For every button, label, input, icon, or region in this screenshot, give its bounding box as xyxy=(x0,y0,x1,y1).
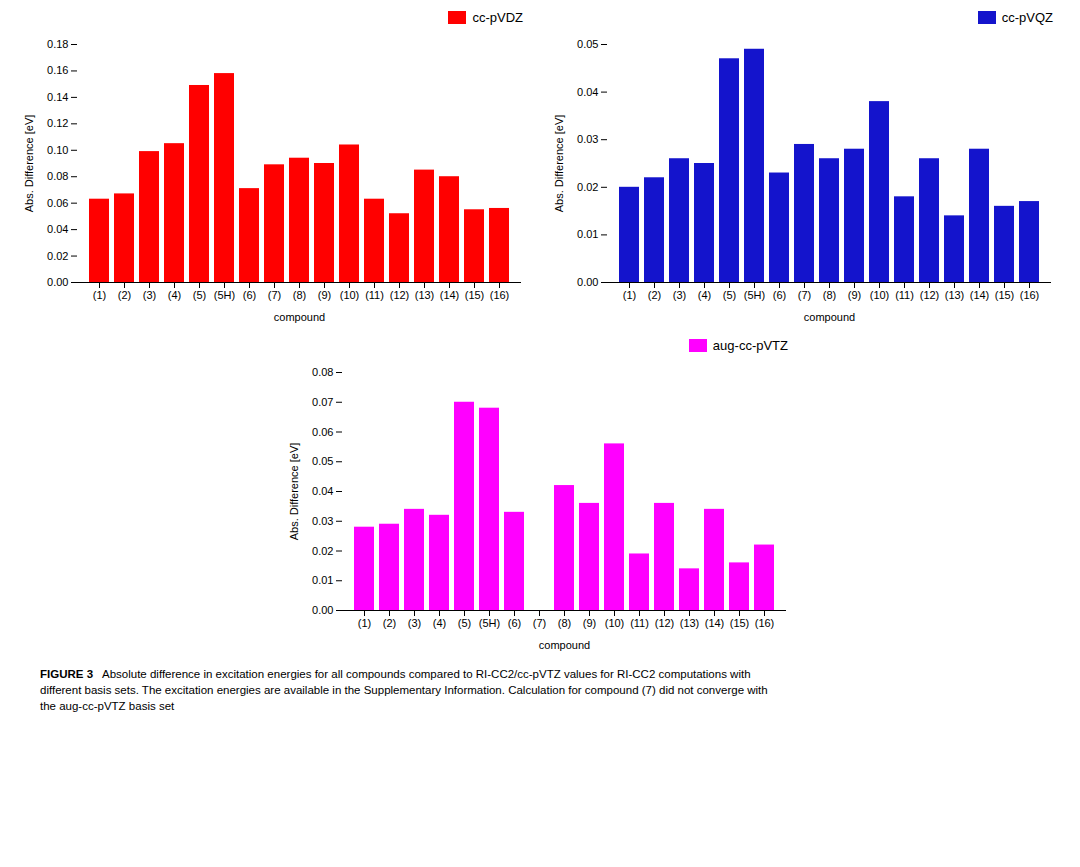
svg-text:0.04: 0.04 xyxy=(312,485,333,497)
svg-text:(13): (13) xyxy=(415,289,435,301)
svg-text:(15): (15) xyxy=(465,289,485,301)
svg-text:0.03: 0.03 xyxy=(577,133,598,145)
svg-text:(1): (1) xyxy=(623,289,636,301)
svg-text:0.07: 0.07 xyxy=(312,396,333,408)
svg-text:(12): (12) xyxy=(920,289,940,301)
svg-text:(4): (4) xyxy=(698,289,711,301)
svg-text:(13): (13) xyxy=(680,617,700,629)
svg-text:(11): (11) xyxy=(630,617,649,629)
svg-text:(11): (11) xyxy=(365,289,384,301)
svg-text:0.08: 0.08 xyxy=(312,366,333,378)
svg-text:compound: compound xyxy=(274,311,325,323)
svg-text:(2): (2) xyxy=(118,289,131,301)
html-text:FIGURE 3 Absolute difference i: FIGURE 3 Absolute difference in excitati… xyxy=(40,668,768,713)
html-text:aug-cc-pVTZ: aug-cc-pVTZ xyxy=(712,337,788,353)
html-text:cc-pVDZ: cc-pVDZ xyxy=(472,9,523,25)
svg-text:Abs. Difference [eV]: Abs. Difference [eV] xyxy=(553,115,565,213)
svg-text:(5H): (5H) xyxy=(744,289,765,301)
svg-text:(9): (9) xyxy=(583,617,596,629)
svg-text:(9): (9) xyxy=(848,289,861,301)
svg-text:(5H): (5H) xyxy=(479,617,500,629)
svg-text:(14): (14) xyxy=(970,289,990,301)
svg-text:0.00: 0.00 xyxy=(312,604,333,616)
svg-text:compound: compound xyxy=(804,311,855,323)
svg-text:0.01: 0.01 xyxy=(577,228,598,240)
svg-text:0.18: 0.18 xyxy=(47,38,68,50)
svg-text:(7): (7) xyxy=(268,289,281,301)
svg-text:(6): (6) xyxy=(243,289,256,301)
svg-text:0.05: 0.05 xyxy=(312,455,333,467)
svg-text:0.10: 0.10 xyxy=(47,144,68,156)
svg-text:(7): (7) xyxy=(798,289,811,301)
svg-text:0.04: 0.04 xyxy=(577,86,598,98)
svg-text:(16): (16) xyxy=(755,617,775,629)
svg-text:(3): (3) xyxy=(143,289,156,301)
svg-text:0.08: 0.08 xyxy=(47,170,68,182)
svg-text:(3): (3) xyxy=(408,617,421,629)
svg-text:(5H): (5H) xyxy=(214,289,235,301)
svg-text:Abs. Difference [eV]: Abs. Difference [eV] xyxy=(288,443,300,541)
svg-text:(4): (4) xyxy=(168,289,181,301)
svg-text:(14): (14) xyxy=(705,617,725,629)
svg-text:(12): (12) xyxy=(655,617,675,629)
svg-text:(10): (10) xyxy=(340,289,360,301)
svg-text:(3): (3) xyxy=(673,289,686,301)
svg-text:0.12: 0.12 xyxy=(47,117,68,129)
svg-text:(1): (1) xyxy=(358,617,371,629)
svg-text:(7): (7) xyxy=(533,617,546,629)
svg-text:(13): (13) xyxy=(945,289,965,301)
svg-text:(8): (8) xyxy=(558,617,571,629)
svg-text:(16): (16) xyxy=(1020,289,1040,301)
svg-text:(1): (1) xyxy=(93,289,106,301)
svg-text:(15): (15) xyxy=(995,289,1015,301)
svg-text:0.01: 0.01 xyxy=(312,574,333,586)
svg-text:(6): (6) xyxy=(773,289,786,301)
svg-text:0.06: 0.06 xyxy=(312,426,333,438)
svg-text:0.04: 0.04 xyxy=(47,223,68,235)
svg-text:(14): (14) xyxy=(440,289,460,301)
svg-text:0.03: 0.03 xyxy=(312,515,333,527)
svg-text:(5): (5) xyxy=(458,617,471,629)
html-text:cc-pVQZ: cc-pVQZ xyxy=(1001,9,1053,25)
svg-text:(15): (15) xyxy=(730,617,750,629)
svg-text:0.06: 0.06 xyxy=(47,197,68,209)
svg-text:(2): (2) xyxy=(648,289,661,301)
svg-text:0.05: 0.05 xyxy=(577,38,598,50)
svg-text:Abs. Difference [eV]: Abs. Difference [eV] xyxy=(23,115,35,213)
svg-text:0.02: 0.02 xyxy=(312,545,333,557)
svg-text:0.14: 0.14 xyxy=(47,91,68,103)
svg-text:(8): (8) xyxy=(823,289,836,301)
svg-text:0.02: 0.02 xyxy=(577,181,598,193)
svg-text:(10): (10) xyxy=(870,289,890,301)
svg-text:(6): (6) xyxy=(508,617,521,629)
svg-text:(8): (8) xyxy=(293,289,306,301)
svg-text:0.16: 0.16 xyxy=(47,64,68,76)
svg-text:0.00: 0.00 xyxy=(577,276,598,288)
svg-text:(9): (9) xyxy=(318,289,331,301)
svg-text:(5): (5) xyxy=(193,289,206,301)
svg-text:(5): (5) xyxy=(723,289,736,301)
svg-text:(4): (4) xyxy=(433,617,446,629)
svg-text:0.00: 0.00 xyxy=(47,276,68,288)
svg-text:(12): (12) xyxy=(390,289,410,301)
svg-text:(10): (10) xyxy=(605,617,625,629)
svg-text:(2): (2) xyxy=(383,617,396,629)
svg-text:0.02: 0.02 xyxy=(47,250,68,262)
svg-text:compound: compound xyxy=(539,639,590,651)
svg-text:(11): (11) xyxy=(895,289,914,301)
svg-text:(16): (16) xyxy=(490,289,510,301)
